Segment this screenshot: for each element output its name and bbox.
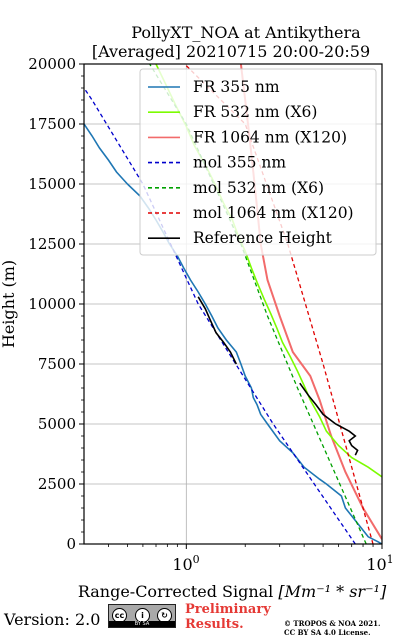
chart-title: PollyXT_NOA at Antikythera [131,23,361,42]
y-tick-label: 5000 [38,415,76,433]
y-axis: 0 2500 5000 7500 10000 12500 15000 17500 20000 [28,55,84,553]
y-tick-label: 17500 [28,115,76,133]
series-line-reference-height [197,296,238,365]
cc-license-badge: cc i ↻ BY SA [108,604,176,628]
badge-text: BY SA [109,621,175,627]
copyright-line-1: © TROPOS & NOA 2021. [284,619,381,628]
y-tick-label: 2500 [38,475,76,493]
legend-label: mol 355 nm [193,154,286,172]
y-axis-label: Height (m) [0,260,18,348]
legend-label: FR 1064 nm (X120) [193,128,347,146]
series-line-mol-532-nm-x6- [149,64,367,544]
x-tick-label-10^0: 100 [172,553,199,574]
y-tick-label: 12500 [28,235,76,253]
series-line-reference-height [299,382,359,456]
legend-label: Reference Height [193,229,333,247]
x-axis-label: Range-Corrected Signal [Mm⁻¹ * sr⁻¹] [78,582,387,601]
y-tick-label: 7500 [38,355,76,373]
results-text: Results. [185,617,244,632]
legend-label: FR 532 nm (X6) [193,103,317,121]
copyright: © TROPOS & NOA 2021. CC BY SA 4.0 Licens… [284,619,380,637]
preliminary-text: Preliminary [185,602,271,617]
y-tick-label: 10000 [28,295,76,313]
x-tick-label-10^1: 101 [366,553,393,574]
chart-subtitle: [Averaged] 20210715 20:00-20:59 [92,42,370,61]
legend: FR 355 nm FR 532 nm (X6) FR 1064 nm (X120)… [139,68,377,256]
legend-label: mol 1064 nm (X120) [193,204,354,222]
legend-label: mol 532 nm (X6) [193,179,324,197]
version-label: Version: 2.0 [4,610,101,629]
legend-box [139,68,377,256]
y-tick-label: 15000 [28,175,76,193]
legend-label: FR 355 nm [193,78,280,96]
y-tick-label: 0 [66,535,76,553]
copyright-line-2: CC BY SA 4.0 License. [284,628,371,637]
x-axis: 100 101 [108,544,394,574]
y-tick-label: 20000 [28,55,76,73]
preliminary-note: Preliminary Results. [185,602,271,632]
